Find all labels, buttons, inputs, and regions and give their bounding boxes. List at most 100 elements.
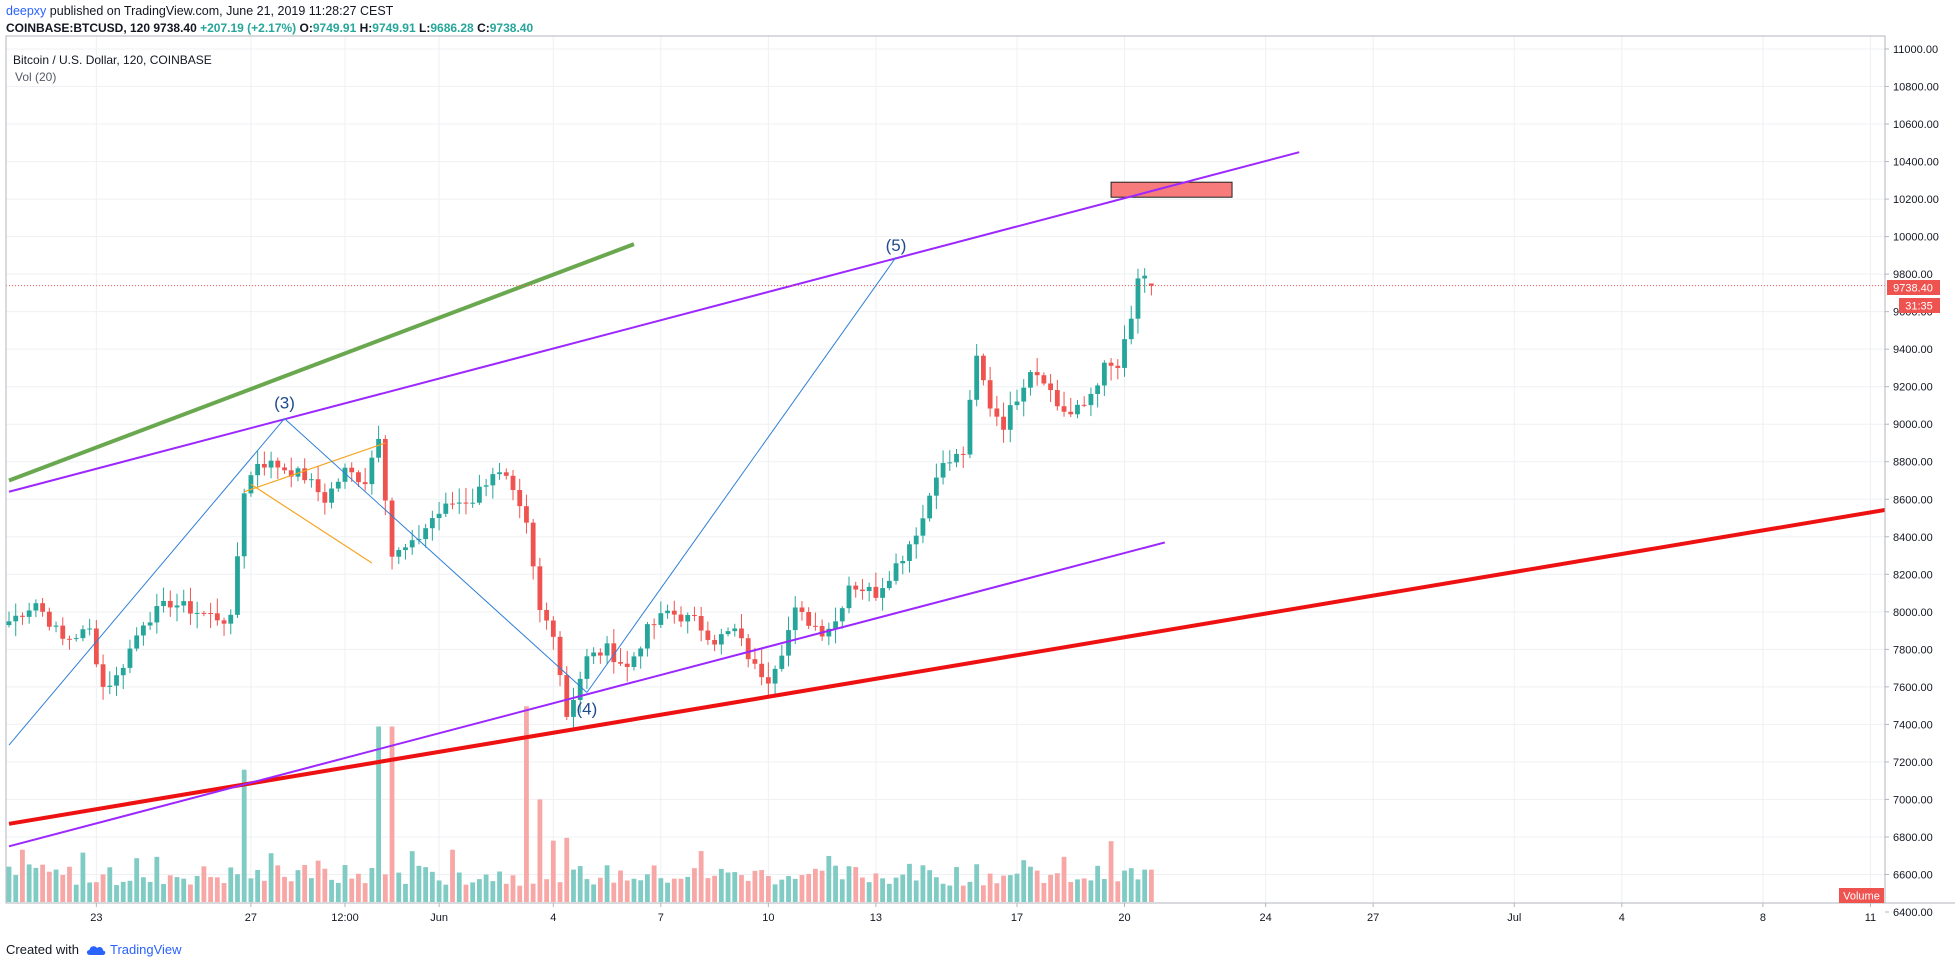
y-tick-label: 6400.00: [1893, 907, 1933, 919]
x-tick-label: 27: [245, 912, 257, 924]
candle-body: [665, 610, 670, 614]
axis-bg: [1885, 36, 1955, 933]
candle-body: [907, 544, 912, 561]
volume-bar: [33, 867, 39, 902]
time-axis[interactable]: 23 27 12:00 Jun 4 7 10 13 17 20 24 27 Jul 4 8 11: [90, 903, 1876, 924]
candle-body: [409, 540, 415, 548]
volume-bar: [806, 873, 812, 902]
candle-body: [342, 467, 348, 482]
volume-bar: [920, 865, 926, 902]
volume-bar: [423, 867, 429, 902]
grid-lines: [6, 36, 1885, 903]
volume-bar: [853, 867, 859, 902]
volume-bar: [450, 849, 455, 902]
candle-body: [463, 502, 469, 504]
volume-bar: [685, 876, 691, 902]
candle-body: [893, 563, 899, 581]
candle-body: [93, 628, 99, 665]
y-tick-label: 11000.00: [1893, 44, 1938, 56]
volume-bar: [181, 878, 187, 902]
purple-channel-lower: [8, 541, 1166, 848]
candle-body: [759, 663, 765, 678]
tradingview-logo[interactable]: TradingView: [85, 942, 182, 957]
volume-bar: [416, 865, 422, 902]
purple-channel-upper: [8, 151, 1300, 493]
volume-bar: [692, 868, 697, 902]
last-price: 9738.40: [153, 21, 197, 35]
candle-body: [20, 615, 25, 617]
volume-bar: [503, 883, 509, 902]
candle-body: [100, 664, 106, 687]
volume-bar: [497, 871, 502, 902]
candle-body: [631, 656, 637, 667]
candle-body: [1115, 365, 1121, 368]
candle-body: [1135, 278, 1141, 319]
volume-bar: [732, 872, 738, 902]
candle-body: [940, 463, 946, 478]
volume-bar: [618, 870, 623, 902]
volume-bar: [362, 883, 368, 902]
volume-bar: [403, 883, 408, 902]
volume-bar: [127, 880, 133, 902]
price-badge-bg: [1887, 280, 1940, 295]
volume-bar: [712, 875, 717, 902]
volume-bar: [302, 864, 308, 902]
candle-body: [221, 620, 227, 624]
x-tick-label: 17: [1011, 912, 1023, 924]
volume-bar: [1061, 856, 1067, 902]
volume-bar: [544, 879, 549, 902]
volume-bar: [658, 878, 664, 902]
candle-body: [60, 625, 66, 639]
volume-bar: [557, 882, 563, 902]
candle-body: [725, 631, 731, 635]
volume-bar: [161, 883, 166, 902]
open-label: O:: [299, 21, 313, 35]
candle-body: [645, 624, 650, 649]
wave-label: (4): [577, 700, 598, 719]
candle-body: [752, 659, 758, 664]
candle-body: [288, 470, 294, 477]
symbol-ohlc-line: COINBASE:BTCUSD, 120 9738.40 +207.19 (+2…: [6, 21, 533, 35]
volume-bar: [1122, 870, 1127, 902]
candle-body: [329, 488, 334, 503]
volume-bar: [954, 867, 959, 902]
volume-bar: [201, 866, 207, 902]
high-label: H:: [359, 21, 373, 35]
volume-bar: [295, 870, 301, 902]
volume-bar: [20, 849, 25, 902]
candle-body: [947, 462, 953, 464]
symbol-name: COINBASE:BTCUSD, 120: [6, 21, 151, 35]
candle-body: [335, 481, 341, 489]
volume-bar: [60, 874, 66, 902]
volume-bar: [396, 872, 402, 902]
volume-bar: [987, 873, 993, 902]
candle-body: [295, 468, 301, 477]
candle-body: [544, 609, 549, 621]
volume-bar: [967, 881, 973, 902]
volume-bar: [443, 884, 449, 902]
candle-body: [1088, 393, 1094, 406]
chart-drawings: (3) (4) (5): [6, 151, 1905, 848]
candle-body: [557, 636, 563, 676]
volume-bar: [147, 881, 153, 902]
volume-bar: [860, 877, 865, 902]
y-tick-label: 9000.00: [1893, 419, 1933, 431]
volume-bar: [1028, 866, 1033, 902]
x-tick-label: 4: [1619, 912, 1625, 924]
volume-bar: [409, 851, 415, 902]
candle-body: [638, 648, 644, 657]
volume-bar: [275, 865, 281, 902]
candle-body: [174, 605, 180, 608]
published-text: published on TradingView.com, June 21, 2…: [49, 4, 394, 18]
y-tick-label: 10800.00: [1893, 82, 1939, 94]
volume-bar: [517, 885, 523, 902]
candle-body: [228, 614, 234, 624]
x-tick-label: 20: [1118, 912, 1130, 924]
candle-body: [692, 615, 697, 617]
author-link[interactable]: deepxy: [6, 4, 47, 18]
y-tick-label: 10000.00: [1893, 232, 1939, 244]
candle-body: [26, 610, 32, 617]
volume-bar: [786, 876, 791, 902]
candle-body: [268, 460, 274, 468]
